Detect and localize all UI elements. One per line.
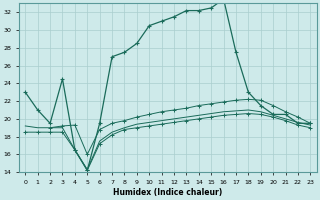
- X-axis label: Humidex (Indice chaleur): Humidex (Indice chaleur): [113, 188, 222, 197]
